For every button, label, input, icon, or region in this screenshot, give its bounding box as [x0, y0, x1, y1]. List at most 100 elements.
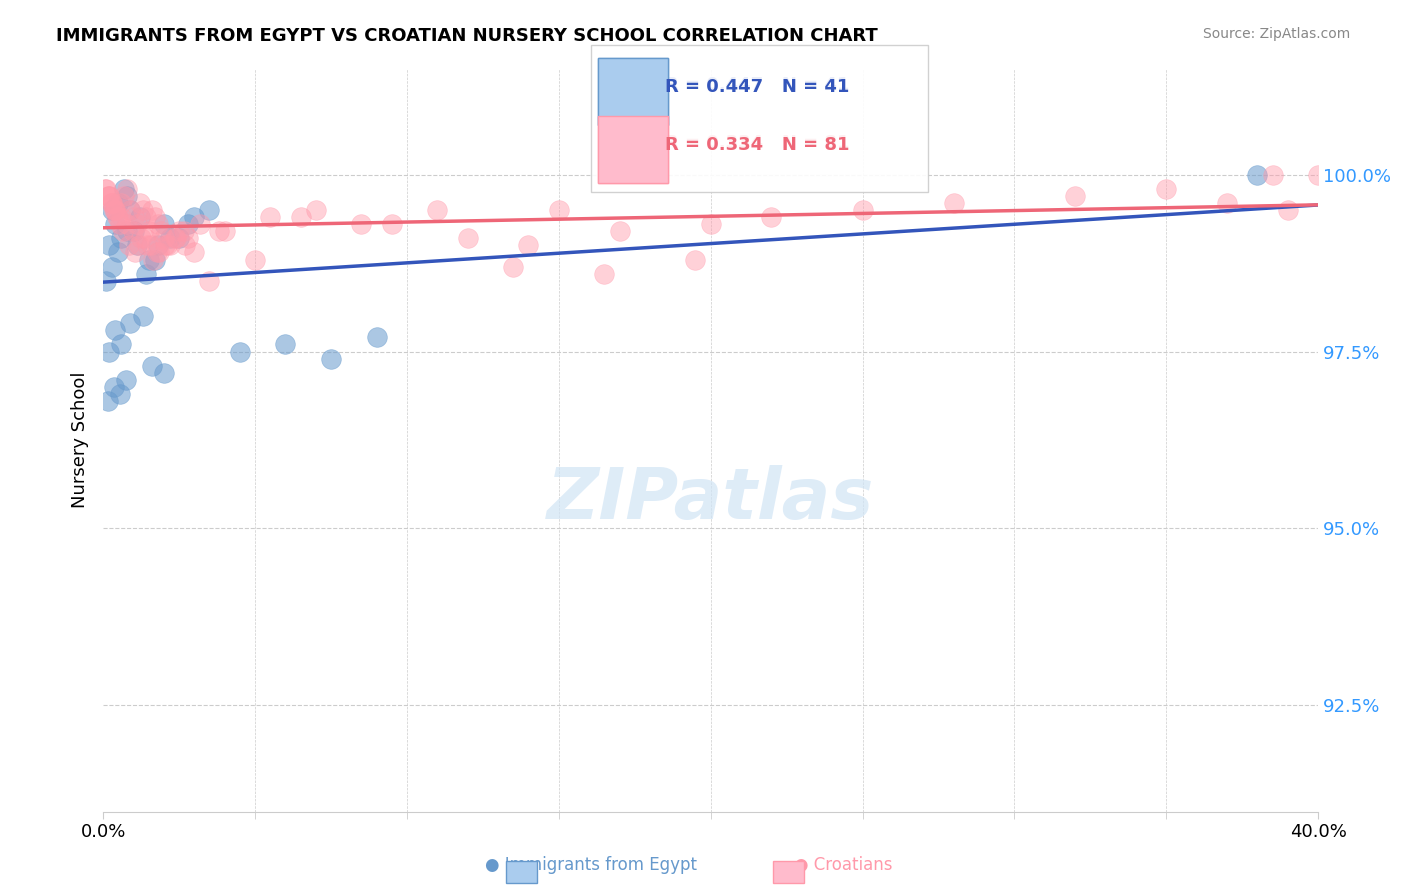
Point — [98, 344, 121, 359]
Point — [110, 231, 132, 245]
Point — [290, 210, 312, 224]
Point — [1216, 196, 1239, 211]
Point — [96, 274, 118, 288]
Point — [609, 224, 631, 238]
Point — [142, 252, 165, 267]
Point — [112, 189, 135, 203]
Point — [174, 238, 197, 252]
Point — [107, 245, 129, 260]
Point — [115, 373, 138, 387]
Point — [135, 210, 157, 224]
Point — [148, 245, 170, 260]
Text: R = 0.447   N = 41: R = 0.447 N = 41 — [665, 76, 849, 94]
Point — [110, 210, 132, 224]
Point — [117, 189, 139, 203]
Point — [1308, 168, 1330, 182]
Point — [685, 252, 707, 267]
Text: IMMIGRANTS FROM EGYPT VS CROATIAN NURSERY SCHOOL CORRELATION CHART: IMMIGRANTS FROM EGYPT VS CROATIAN NURSER… — [56, 27, 877, 45]
Point — [138, 252, 160, 267]
Point — [699, 217, 721, 231]
Point — [112, 182, 135, 196]
Point — [159, 238, 181, 252]
Point — [104, 202, 127, 217]
Point — [942, 196, 965, 211]
Point — [153, 366, 176, 380]
Point — [229, 344, 252, 359]
Point — [259, 210, 281, 224]
Point — [120, 202, 142, 217]
Point — [143, 252, 166, 267]
Point — [100, 196, 122, 211]
Point — [243, 252, 266, 267]
Point — [101, 202, 124, 217]
Point — [105, 210, 128, 224]
Point — [156, 238, 179, 252]
Point — [188, 217, 211, 231]
Point — [135, 267, 157, 281]
Point — [350, 217, 373, 231]
Point — [502, 260, 524, 274]
Point — [97, 394, 120, 409]
Text: Source: ZipAtlas.com: Source: ZipAtlas.com — [1202, 27, 1350, 41]
Point — [141, 359, 163, 373]
Point — [1246, 168, 1268, 182]
Point — [128, 196, 150, 211]
Point — [138, 224, 160, 238]
Point — [183, 245, 205, 260]
Point — [110, 196, 132, 211]
Point — [155, 238, 177, 252]
Point — [1154, 182, 1177, 196]
Y-axis label: Nursery School: Nursery School — [72, 372, 89, 508]
Point — [141, 202, 163, 217]
Point — [101, 260, 124, 274]
Point — [128, 210, 150, 224]
Point — [153, 217, 176, 231]
Point — [198, 274, 221, 288]
Point — [139, 238, 162, 252]
Point — [274, 337, 297, 351]
Point — [319, 351, 342, 366]
Point — [159, 231, 181, 245]
Point — [129, 231, 152, 245]
Point — [98, 238, 121, 252]
Point — [146, 238, 169, 252]
Point — [117, 224, 139, 238]
Point — [593, 267, 616, 281]
Point — [103, 380, 125, 394]
Point — [214, 224, 236, 238]
Point — [173, 224, 195, 238]
Point — [305, 202, 328, 217]
Text: ● Immigrants from Egypt: ● Immigrants from Egypt — [485, 856, 696, 874]
Point — [118, 238, 141, 252]
Point — [183, 210, 205, 224]
Point — [125, 217, 148, 231]
Point — [1261, 168, 1284, 182]
Point — [131, 202, 153, 217]
Text: R = 0.334   N = 81: R = 0.334 N = 81 — [665, 134, 849, 152]
Text: R = 0.334   N = 81: R = 0.334 N = 81 — [665, 136, 849, 153]
Text: ● Croatians: ● Croatians — [794, 856, 893, 874]
Point — [457, 231, 479, 245]
Point — [163, 231, 186, 245]
Point — [100, 196, 122, 211]
Point — [547, 202, 569, 217]
Point — [128, 238, 150, 252]
Point — [198, 202, 221, 217]
Text: ZIPatlas: ZIPatlas — [547, 465, 875, 534]
Point — [143, 210, 166, 224]
Point — [111, 224, 134, 238]
Point — [107, 210, 129, 224]
Point — [107, 196, 129, 211]
Point — [167, 231, 190, 245]
Point — [177, 231, 200, 245]
Point — [98, 189, 121, 203]
Point — [110, 337, 132, 351]
Point — [93, 182, 115, 196]
Point — [146, 245, 169, 260]
Point — [165, 231, 187, 245]
Point — [117, 182, 139, 196]
Point — [125, 238, 148, 252]
Point — [136, 238, 159, 252]
Point — [153, 231, 176, 245]
Point — [761, 210, 783, 224]
